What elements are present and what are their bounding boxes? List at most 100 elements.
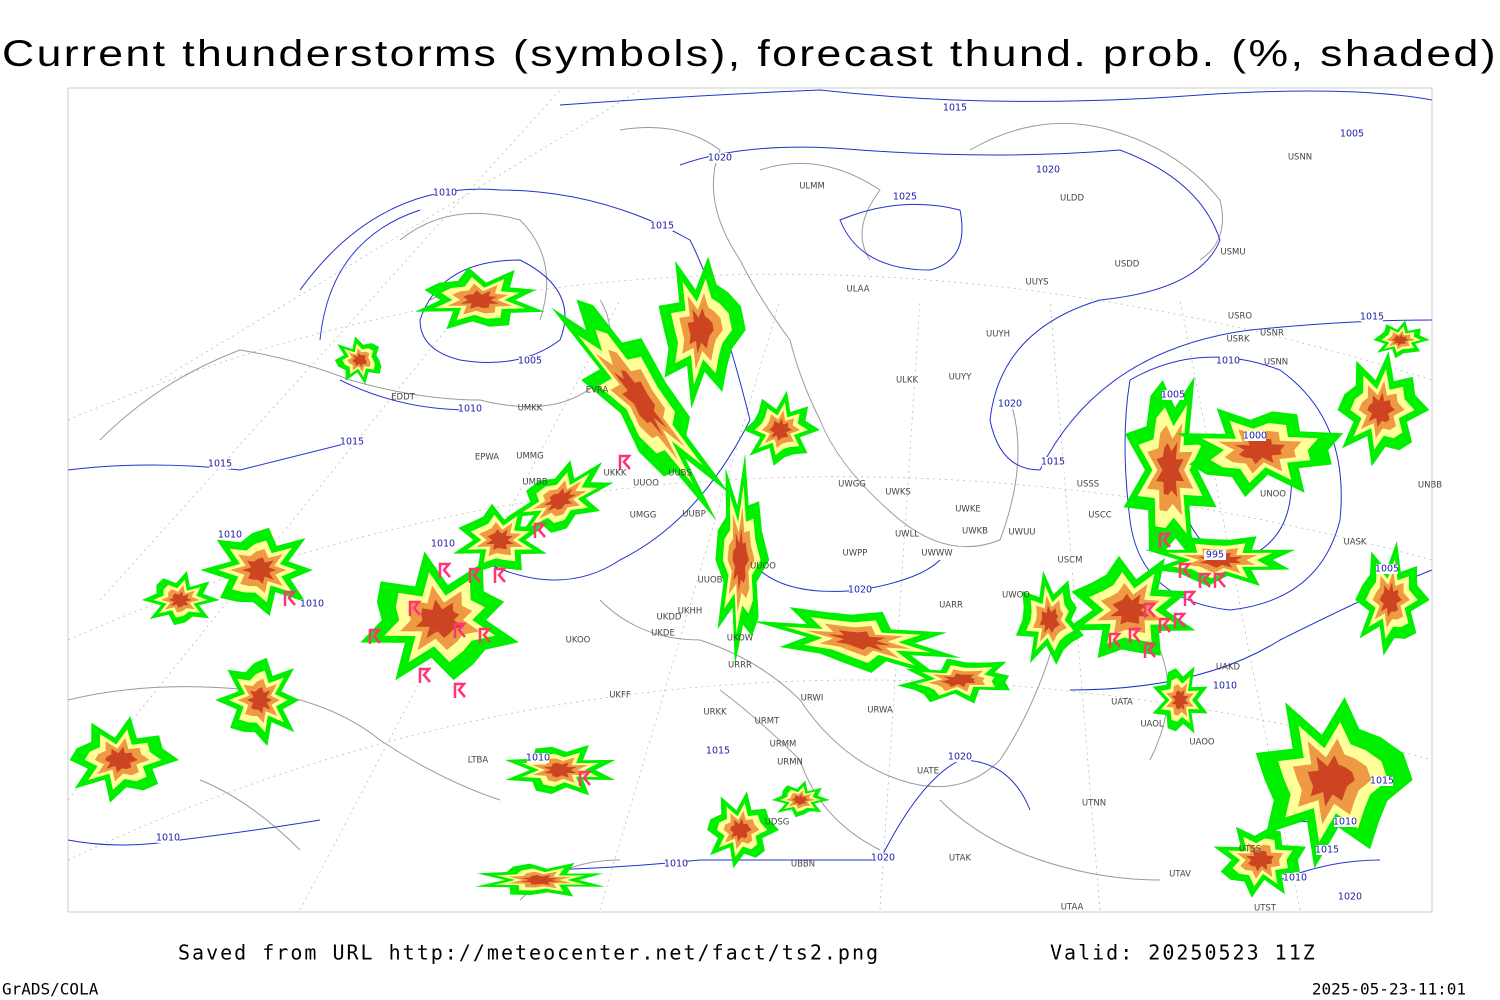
isobar-label-bg	[434, 188, 456, 198]
shade-area	[1197, 552, 1243, 568]
station-label: URWI	[801, 694, 824, 704]
station-label: UTAK	[949, 854, 972, 864]
shade-area	[1039, 605, 1061, 634]
isobar-label: 1010	[458, 404, 482, 415]
shade-area	[485, 529, 515, 550]
software: GrADS/COLA	[2, 980, 99, 999]
isobar-label-bg	[459, 404, 481, 414]
isobar-label-bg	[894, 192, 916, 202]
station-label: ULKK	[896, 376, 919, 386]
storm-symbol	[408, 600, 422, 616]
shade-area	[1392, 334, 1409, 346]
station-label: ULAA	[846, 285, 869, 295]
station-label: EPWA	[475, 453, 499, 463]
station-label: UNBB	[1418, 481, 1442, 491]
isobar-label-bg	[999, 399, 1021, 409]
shade-area	[1235, 437, 1285, 465]
station-label: USMU	[1220, 248, 1245, 258]
station-label: ULMM	[799, 182, 825, 192]
storm-symbol	[1213, 572, 1227, 588]
station-label: UMKK	[518, 404, 543, 414]
station-label: USCM	[1058, 556, 1083, 566]
isobar-label-bg	[1217, 356, 1239, 366]
isobar-label-bg	[849, 585, 871, 595]
station-label: UASK	[1343, 538, 1366, 548]
isobar-label-bg	[341, 437, 363, 447]
shade-area	[104, 746, 138, 773]
isobar-label: 1010	[300, 599, 324, 610]
isobar-label: 1015	[706, 746, 730, 757]
station-label: UTST	[1254, 904, 1277, 914]
station-label: UWKE	[955, 505, 981, 515]
isobar-label-bg	[1316, 845, 1338, 855]
shade-area	[1156, 441, 1184, 498]
isobar-label: 1015	[943, 103, 967, 114]
isobar-label: 1015	[1360, 312, 1384, 323]
probability-shading	[69, 256, 1430, 898]
storm-symbol	[618, 454, 632, 470]
isobar-label-bg	[944, 103, 966, 113]
station-label: UKFF	[609, 691, 631, 701]
station-label: UTAV	[1169, 870, 1191, 880]
isobar-label-bg	[1042, 457, 1064, 467]
station-label: UUYY	[949, 373, 973, 383]
storm-symbol	[453, 682, 467, 698]
station-label: UKDD	[657, 613, 682, 623]
station-label: USRO	[1228, 312, 1253, 322]
storm-symbol	[368, 628, 382, 644]
station-label: UWPP	[843, 549, 868, 559]
isobar-label-bg	[1204, 550, 1226, 560]
isobar-label-bg	[665, 859, 687, 869]
storm-symbol	[468, 567, 482, 583]
map-border	[67, 87, 1433, 913]
isobar-label-bg	[709, 153, 731, 163]
station-label: UNOO	[1260, 490, 1286, 500]
storm-symbol	[478, 627, 492, 643]
isobar-label-bg	[301, 599, 323, 609]
station-label: USDD	[1115, 260, 1140, 270]
storm-symbol	[1178, 562, 1192, 578]
storm-symbol	[418, 667, 432, 683]
station-label: USSS	[1077, 480, 1099, 490]
isobar-label-bg	[219, 530, 241, 540]
shade-area	[941, 673, 976, 688]
isobar-label: 1020	[871, 853, 895, 864]
station-label: LTBA	[468, 756, 489, 766]
shade-area	[168, 591, 192, 608]
isobar-label-bg	[1284, 873, 1306, 883]
shade-area	[520, 874, 560, 885]
station-label: UAKD	[1216, 663, 1241, 673]
station-label: USRK	[1226, 335, 1250, 345]
isobar-label: 1010	[1213, 681, 1237, 692]
isobar-label: 1020	[708, 153, 732, 164]
isobar-label: 1015	[340, 437, 364, 448]
storm-symbol	[1143, 602, 1157, 618]
station-label: UWKB	[962, 527, 988, 537]
station-label: UARR	[939, 601, 963, 611]
isobar-label-bg	[1334, 817, 1356, 827]
shade-area	[1171, 689, 1189, 710]
station-label: UKHH	[678, 607, 703, 617]
station-label: URKK	[703, 708, 727, 718]
storm-symbol	[1183, 590, 1197, 606]
station-label: UUBS	[668, 469, 692, 479]
station-label: UWGG	[838, 480, 866, 490]
isobar-label: 1010	[526, 753, 550, 764]
station-label: UAOL	[1140, 720, 1164, 730]
isobar-label: 1010	[431, 539, 455, 550]
isobar-label: 1000	[1243, 431, 1267, 442]
shade-area	[732, 528, 749, 592]
station-label: UKOO	[566, 636, 591, 646]
shade-area	[246, 687, 272, 714]
storm-symbol	[1158, 532, 1172, 548]
isobar-label: 995	[1206, 550, 1224, 561]
storm-symbol	[283, 590, 297, 606]
isobar-label-bg	[949, 752, 971, 762]
station-label: UUYS	[1025, 278, 1048, 288]
isobar-label: 1020	[848, 585, 872, 596]
station-label: URRR	[728, 661, 752, 671]
isobar-label: 1015	[1315, 845, 1339, 856]
station-label: UKDE	[651, 629, 675, 639]
isobar-label: 1005	[518, 356, 542, 367]
station-label: URWA	[867, 706, 893, 716]
